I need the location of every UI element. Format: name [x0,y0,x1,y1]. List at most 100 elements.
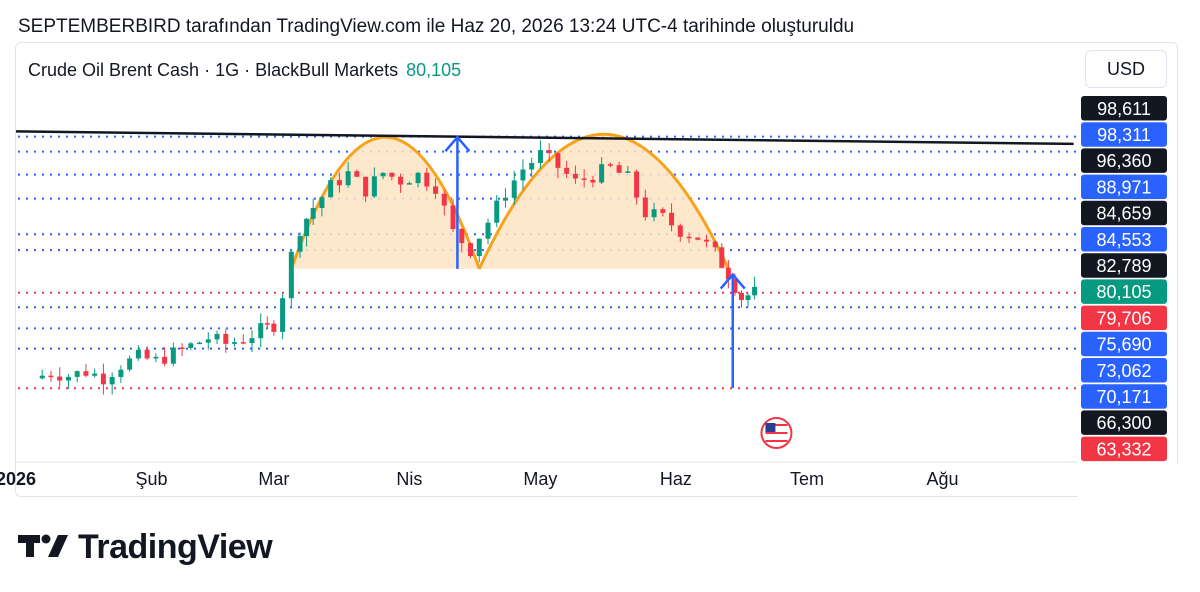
candle-body [57,376,63,381]
price-label: 80,105 [1096,282,1151,302]
neckline [15,130,1074,146]
candle-body [336,180,342,186]
price-label-box [1081,384,1167,409]
candle-body [704,239,710,242]
tradingview-mark-icon [18,534,68,557]
x-tick-label: Mar [258,469,289,489]
candle-body [712,241,718,248]
x-tick-label: Şub [135,469,167,489]
price-label-box [1081,96,1167,121]
candle-body [546,150,552,154]
candle-body [695,237,701,240]
us-flag-stripe [765,424,788,426]
price-label: 82,789 [1096,256,1151,276]
us-flag-stripe [765,440,788,442]
us-flag-stripe [765,432,788,434]
candle-body [345,171,351,186]
candle-body [188,343,194,348]
price-label: 66,300 [1096,413,1151,433]
tradingview-wordmark: TradingView [78,528,273,566]
candle-body [249,338,255,344]
tradingview-logo[interactable]: TradingView [18,528,273,567]
candle-body [719,247,725,268]
price-label-box [1081,436,1167,462]
candle-body [520,169,526,181]
candle-body [732,279,738,293]
candle-body [537,150,543,163]
price-label-box [1081,200,1167,226]
candle-body [599,164,605,183]
x-tick-label: Tem [790,469,824,489]
candle-body [752,286,758,296]
x-tick-label: Ağu [927,469,959,489]
candle-body [48,375,54,378]
candle-body [738,292,744,301]
price-label: 96,360 [1096,151,1151,171]
price-label: 84,553 [1096,230,1151,250]
candle-body [280,298,286,332]
candle-body [328,180,334,198]
candle-body [564,167,570,174]
price-label: 75,690 [1096,335,1151,355]
candle-body [607,164,613,166]
price-label: 79,706 [1096,308,1151,328]
candle-body [310,207,316,219]
candle-body [232,342,238,344]
price-label-box [1081,358,1167,383]
candle-body [651,209,657,218]
candle-body [686,236,692,239]
candle-body [92,373,98,376]
candle-body [406,183,412,185]
candle-body [118,369,124,378]
us-flag-stripe [765,436,788,438]
candle-body [380,172,386,177]
price-label: 98,611 [1097,99,1151,119]
candle-body [415,172,421,184]
candle-body [100,373,106,385]
candle-body [214,333,220,340]
candle-body [363,176,369,197]
candle-body [468,243,474,257]
candle-body [170,347,176,364]
candle-body [745,295,751,301]
price-label-box [1081,227,1167,252]
candle-body [144,349,150,359]
price-label: 84,659 [1096,204,1151,224]
x-tick-label: Nis [396,469,422,489]
price-label-box [1081,331,1167,357]
candle-body [441,193,447,206]
rounded-top-arc-2 [477,132,730,270]
candle-body [398,176,404,185]
candle-body [162,356,168,364]
candles-group [39,140,758,395]
last-price: 80,105 [406,60,462,80]
price-label: 73,062 [1096,361,1151,381]
price-label-box [1081,122,1167,147]
candle-body [371,176,377,197]
symbol-name: Crude Oil Brent Cash · 1G · BlackBull Ma… [28,60,399,80]
candle-body [433,186,439,194]
price-label: 63,332 [1096,439,1151,459]
currency-button[interactable]: USD [1085,50,1167,88]
candle-body [625,171,631,173]
candle-body [304,218,310,237]
candle-body [197,342,203,345]
candle-body [205,339,211,343]
price-label: 88,971 [1096,177,1151,197]
chart-caption: SEPTEMBERBIRD tarafından TradingView.com… [18,16,855,37]
candle-body [223,333,229,344]
candle-body [485,222,491,239]
candle-body [127,358,133,370]
candle-body [288,251,294,299]
x-tick-label: May [523,469,557,489]
us-flag-stripe [765,428,788,430]
chart-frame[interactable] [15,42,1178,497]
candle-body [529,162,535,170]
candle-body [511,180,517,198]
candle-body [135,349,141,359]
candle-body [555,153,561,168]
x-tick-label: Haz [660,469,692,489]
candle-body [572,173,578,179]
us-flag-canton [765,423,776,432]
